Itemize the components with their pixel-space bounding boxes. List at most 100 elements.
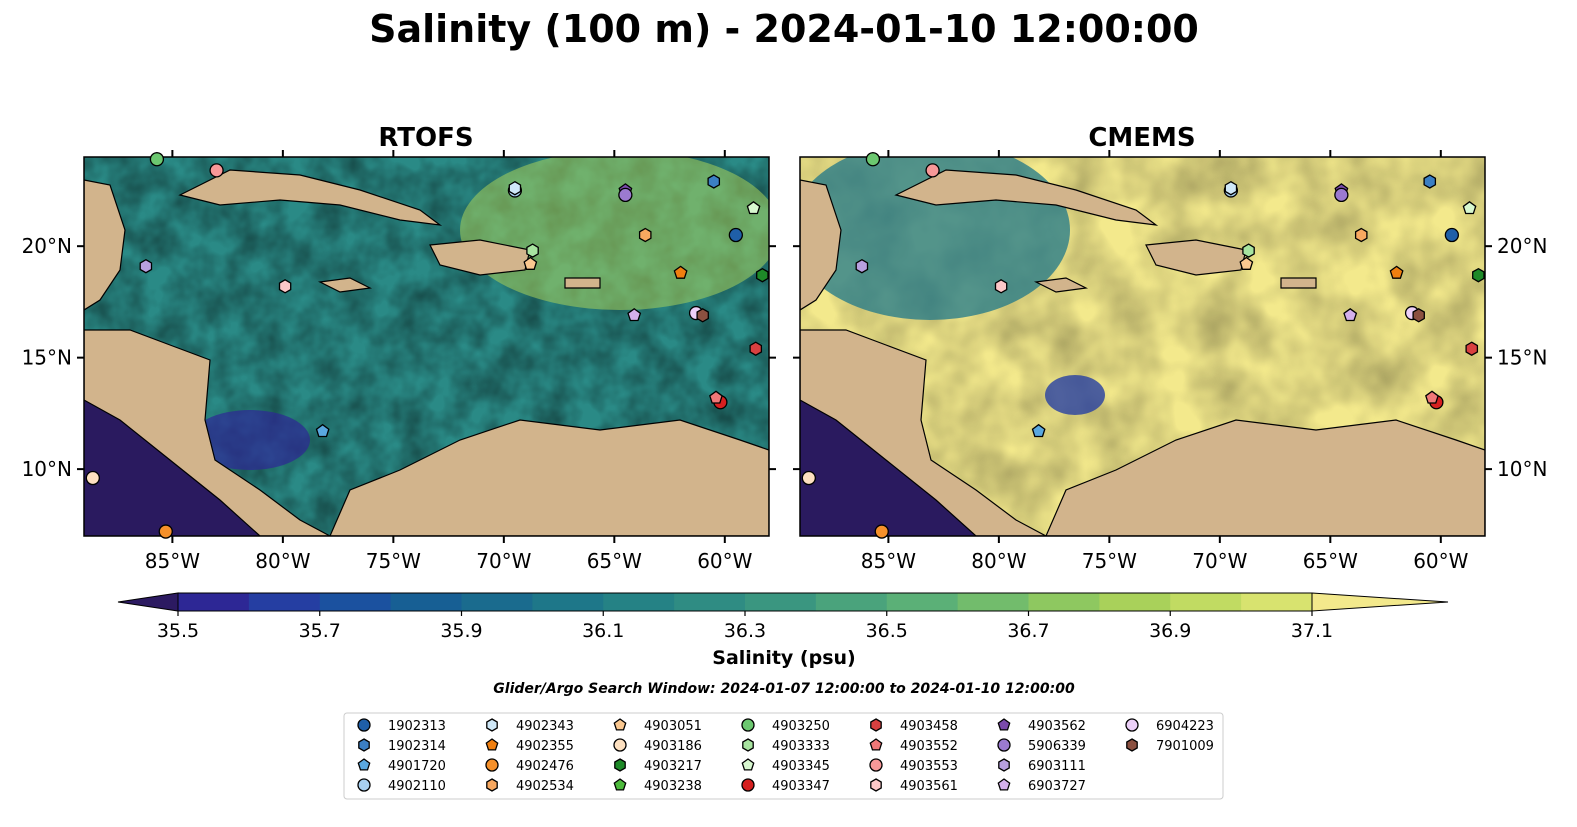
- colorbar-tick-label: 35.7: [299, 620, 341, 642]
- cuba-land: [894, 169, 1159, 226]
- puerto-rico-land: [564, 277, 601, 289]
- colorbar-tick-label: 35.5: [157, 620, 199, 642]
- panel-rtofs: RTOFS 85°W 80°W 75°W 70°W 65°W 60°W 20°N 15°N 1…: [22, 123, 776, 573]
- map-frame-rtofs: [83, 156, 770, 537]
- legend-marker-4903553: [869, 758, 883, 772]
- x-tick-label: 65°W: [587, 549, 642, 573]
- legend-marker-4903552: [869, 738, 883, 751]
- x-tick-label: 80°W: [255, 549, 310, 573]
- legend-marker-4903051: [613, 718, 627, 731]
- figure-title: Salinity (100 m) - 2024-01-10 12:00:00: [369, 7, 1199, 51]
- float-marker-4903552: [709, 390, 723, 404]
- legend-label: 4902110: [388, 779, 446, 794]
- search-window-text: Glider/Argo Search Window: 2024-01-07 12…: [493, 681, 1075, 697]
- float-marker-4902343: [1224, 180, 1238, 196]
- x-tick-label: 60°W: [697, 549, 752, 573]
- central-america-land: [84, 329, 331, 536]
- colorbar-extend-high: [1311, 592, 1449, 612]
- float-marker-5906339: [1334, 187, 1349, 203]
- legend-label: 4903561: [900, 779, 958, 794]
- colorbar-segment: [1170, 593, 1242, 611]
- float-marker-4901720: [1031, 423, 1046, 438]
- float-marker-1902314: [707, 174, 721, 189]
- x-tick-label: 70°W: [476, 549, 531, 573]
- pacific-ocean: [800, 400, 976, 536]
- legend-label: 7901009: [1156, 739, 1214, 754]
- x-tick-label: 85°W: [145, 549, 200, 573]
- legend-label: 4901720: [388, 759, 446, 774]
- puerto-rico-land: [1280, 277, 1317, 289]
- colorbar: 35.5 35.7 35.9 36.1 36.3 36.5 36.7 36.9 37.1: [117, 592, 1449, 642]
- legend-label: 4903458: [900, 719, 958, 734]
- legend-marker-4902476: [485, 758, 499, 772]
- legend-marker-7901009: [1126, 738, 1138, 752]
- float-marker-4903186: [801, 470, 816, 486]
- jamaica-land: [1033, 277, 1089, 293]
- hispaniola-land: [1145, 239, 1247, 276]
- float-marker-4903553: [209, 163, 224, 178]
- float-marker-4903250: [865, 152, 881, 167]
- float-marker-6903727: [1343, 307, 1358, 322]
- legend-marker-1902313: [357, 718, 371, 732]
- colorbar-segment: [603, 593, 675, 611]
- salinity-patch-rtofs: [460, 157, 769, 310]
- float-marker-4902355: [673, 265, 688, 279]
- hispaniola-land: [429, 239, 531, 276]
- colorbar-tick-label: 36.7: [1007, 620, 1049, 642]
- float-marker-4903561: [278, 279, 292, 294]
- float-marker-4903345: [1462, 200, 1477, 215]
- colorbar-segment: [886, 593, 959, 611]
- yucatan-land: [84, 179, 126, 311]
- colorbar-segment: [674, 593, 746, 611]
- float-marker-4902476: [874, 524, 889, 539]
- colorbar-segment: [745, 593, 817, 611]
- colorbar-segment: [532, 593, 604, 611]
- float-marker-5906339: [618, 187, 633, 203]
- float-marker-4903458: [1465, 341, 1479, 356]
- float-marker-4903345: [746, 200, 761, 215]
- float-marker-1902313: [728, 227, 744, 243]
- float-marker-6903111: [855, 258, 869, 274]
- y-tick-label: 20°N: [1497, 234, 1547, 258]
- legend-marker-4903562: [997, 718, 1011, 731]
- y-tick-label: 10°N: [1497, 457, 1547, 481]
- y-tick-label: 15°N: [22, 346, 72, 370]
- legend-marker-4903238: [613, 778, 627, 791]
- float-marker-6903727: [627, 307, 642, 322]
- legend-marker-4901720: [357, 758, 371, 771]
- colorbar-segment: [815, 593, 888, 611]
- south-america-land: [1045, 419, 1485, 536]
- panel-title-rtofs: RTOFS: [378, 123, 473, 153]
- float-marker-4901720: [315, 423, 330, 438]
- legend-label: 6904223: [1156, 719, 1214, 734]
- legend-label: 4902476: [516, 759, 574, 774]
- legend-marker-4903250: [741, 718, 755, 732]
- float-markers-rtofs: [85, 151, 769, 539]
- float-marker-1902313: [1444, 227, 1460, 243]
- colorbar-tick-label: 35.9: [440, 620, 482, 642]
- float-marker-4902476: [158, 524, 173, 539]
- legend-label: 4903186: [644, 739, 702, 754]
- legend-label: 4902343: [516, 719, 574, 734]
- float-markers-cmems: [801, 151, 1485, 539]
- x-ticks-rtofs: 85°W 80°W 75°W 70°W 65°W 60°W: [145, 150, 753, 573]
- y-ticks-rtofs: 20°N 15°N 10°N: [22, 234, 776, 481]
- float-marker-4903333: [526, 243, 539, 258]
- colorbar-label: Salinity (psu): [712, 647, 855, 669]
- jamaica-land: [317, 277, 373, 293]
- x-tick-label: 80°W: [971, 549, 1026, 573]
- cuba-land: [178, 169, 443, 226]
- legend-label: 5906339: [1028, 739, 1086, 754]
- float-marker-4902534: [1354, 227, 1368, 243]
- float-marker-4903552: [1425, 390, 1439, 404]
- legend-marker-1902314: [358, 738, 370, 752]
- colorbar-segment: [248, 593, 321, 611]
- float-marker-4903217: [756, 267, 769, 283]
- float-marker-4903561: [994, 279, 1008, 294]
- pacific-ocean: [84, 400, 260, 536]
- legend-marker-6904223: [1125, 718, 1139, 732]
- float-marker-4903051: [523, 256, 538, 270]
- float-marker-4902534: [638, 227, 652, 243]
- legend-marker-4902110: [357, 778, 371, 792]
- legend-box: [343, 712, 1224, 800]
